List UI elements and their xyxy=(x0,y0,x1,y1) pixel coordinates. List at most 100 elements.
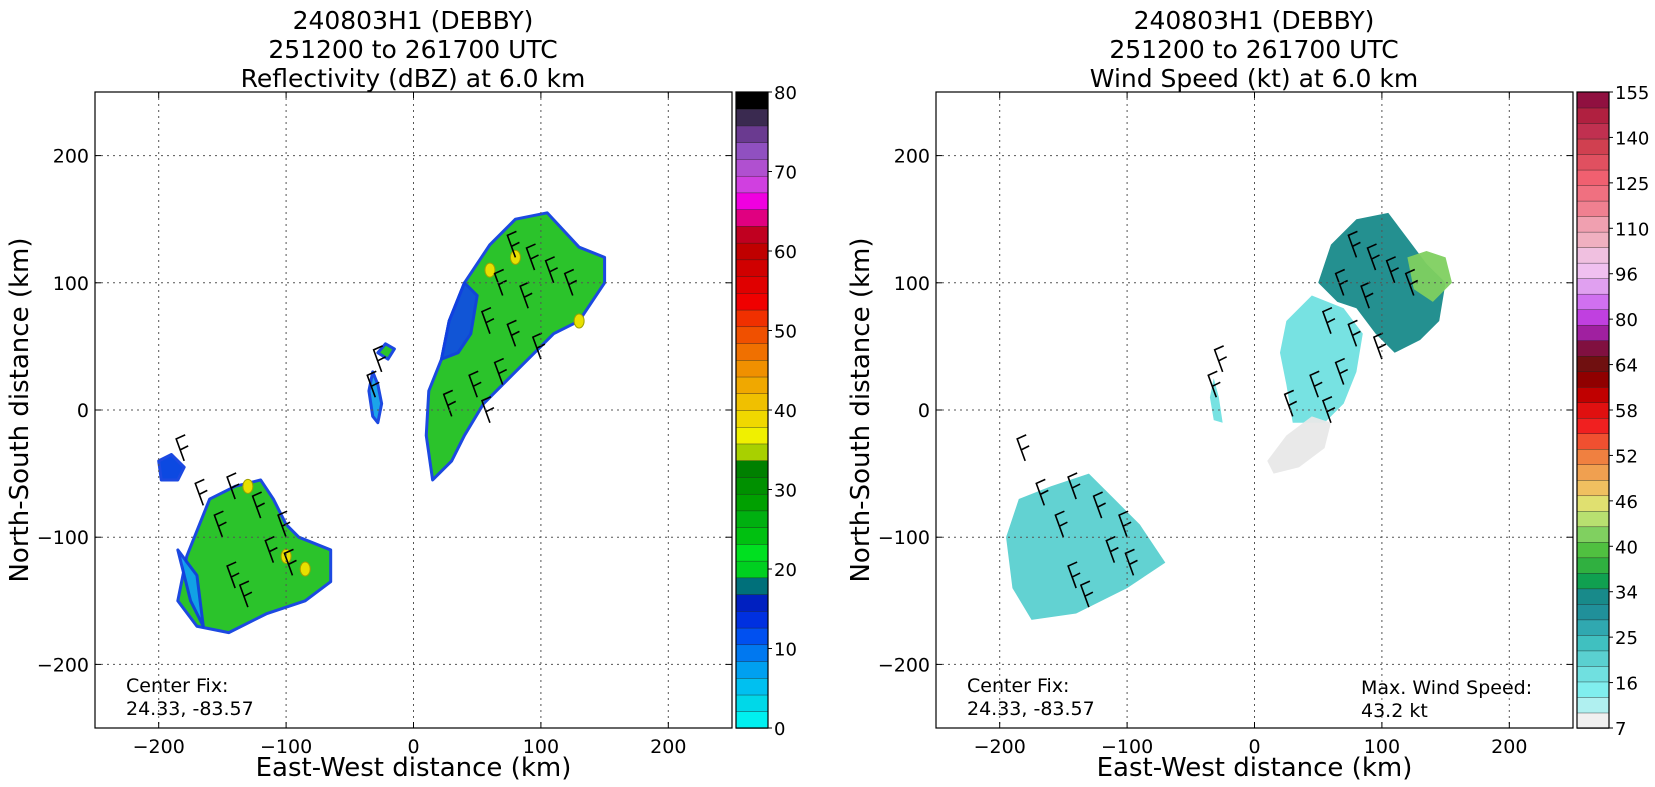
y-tick-label: 0 xyxy=(918,400,930,422)
chart-title-line: Reflectivity (dBZ) at 6.0 km xyxy=(241,64,586,93)
center-fix-label: Center Fix: xyxy=(126,675,228,697)
colorbar-swatch xyxy=(1576,324,1610,341)
wind-barb xyxy=(519,281,533,309)
colorbar-tick-label: 7 xyxy=(1615,719,1626,740)
reflectivity-maximum xyxy=(573,313,585,329)
colorbar-tick-label: 96 xyxy=(1615,265,1638,286)
colorbar-swatch xyxy=(1576,479,1610,497)
chart-title-line: Wind Speed (kt) at 6.0 km xyxy=(1090,64,1418,93)
wind-barb xyxy=(1016,434,1030,462)
colorbar-swatch xyxy=(735,192,769,210)
colorbar-swatch xyxy=(735,326,769,344)
y-tick-label: −200 xyxy=(878,654,930,676)
colorbar-swatch xyxy=(735,158,769,177)
colorbar-swatch xyxy=(1576,448,1610,465)
wind-barb xyxy=(283,548,297,576)
wind-barb xyxy=(506,319,520,347)
x-tick-label: −200 xyxy=(133,736,185,758)
region-center-calm xyxy=(1267,416,1331,474)
center-fix-value: 24.33, -83.57 xyxy=(126,698,254,720)
colorbar-swatch xyxy=(735,694,769,712)
colorbar-tick-label: 30 xyxy=(774,481,797,502)
colorbar-tick-label: 25 xyxy=(1615,628,1638,649)
x-tick-label: 0 xyxy=(1248,736,1260,758)
wind-barb xyxy=(525,243,539,271)
wind-barb xyxy=(1054,510,1068,538)
colorbar-swatch xyxy=(735,460,769,478)
wind-barb xyxy=(442,389,457,417)
wind-barb xyxy=(264,535,278,563)
wind-barb xyxy=(226,472,240,500)
colorbar-swatch xyxy=(1576,572,1610,590)
colorbar-swatch xyxy=(1576,712,1610,729)
colorbar-swatch xyxy=(735,225,769,244)
wind-barb xyxy=(1321,306,1336,334)
wind-barb xyxy=(1360,281,1374,309)
colorbar-tick-label: 58 xyxy=(1615,401,1638,422)
wind-barb xyxy=(480,306,495,334)
wind-barb xyxy=(1035,478,1049,506)
wind-barb xyxy=(1334,357,1349,385)
colorbar-tick-label: 52 xyxy=(1615,446,1638,467)
colorbar-swatch xyxy=(735,543,769,562)
y-tick-label: 100 xyxy=(53,273,89,295)
colorbar-swatch xyxy=(1576,122,1610,140)
max-wind-value: 43.2 kt xyxy=(1361,700,1428,722)
wind-barb xyxy=(1067,561,1081,589)
colorbar-swatch xyxy=(1576,650,1610,667)
colorbar-swatch xyxy=(735,125,769,143)
colorbar-swatch xyxy=(735,610,769,629)
wind-barb xyxy=(480,395,495,423)
colorbar-swatch xyxy=(735,493,769,512)
wind-barb xyxy=(1372,332,1387,360)
colorbar-swatch xyxy=(735,208,769,227)
colorbar-tick-label: 110 xyxy=(1615,219,1649,240)
colorbar-swatch xyxy=(735,577,769,595)
colorbar-swatch xyxy=(735,711,769,729)
y-tick-label: −100 xyxy=(878,527,930,549)
colorbar-swatch xyxy=(1576,603,1610,621)
y-tick-label: −100 xyxy=(37,527,89,549)
wind-barb xyxy=(1092,491,1106,519)
chart-title-line: 251200 to 261700 UTC xyxy=(268,35,557,64)
colorbar-swatch xyxy=(735,108,769,127)
colorbar-swatch xyxy=(1576,433,1610,450)
colorbar-swatch xyxy=(735,526,769,545)
x-tick-label: 0 xyxy=(407,736,419,758)
colorbar-swatch xyxy=(1576,293,1610,310)
colorbar-swatch xyxy=(735,175,769,194)
colorbar-tick-label: 140 xyxy=(1615,128,1649,149)
wind-barb xyxy=(1105,535,1119,563)
y-tick-label: 0 xyxy=(77,400,89,422)
reflectivity-maximum xyxy=(484,262,496,278)
colorbar-swatch xyxy=(1576,355,1610,372)
colorbar-swatch xyxy=(1576,200,1610,217)
colorbar-swatch xyxy=(1576,215,1610,233)
colorbar-swatch xyxy=(1576,619,1610,636)
colorbar-tick-label: 70 xyxy=(774,163,797,184)
wind-barb xyxy=(213,510,227,538)
wind-barb xyxy=(1283,389,1298,417)
colorbar-swatch xyxy=(1576,308,1610,326)
max-wind-label: Max. Wind Speed: xyxy=(1361,677,1532,699)
wind-barb xyxy=(1207,370,1221,398)
colorbar-swatch xyxy=(1576,231,1610,248)
colorbar-swatch xyxy=(1576,262,1610,279)
colorbar-swatch xyxy=(1576,510,1610,528)
colorbar-swatch xyxy=(735,476,769,495)
colorbar-swatch xyxy=(735,560,769,579)
y-tick-label: 200 xyxy=(53,146,89,168)
colorbar-swatch xyxy=(735,660,769,679)
colorbar-swatch xyxy=(1576,402,1610,419)
wind-barb xyxy=(1079,580,1094,608)
colorbar-swatch xyxy=(1576,184,1610,202)
wind-barb xyxy=(372,345,387,373)
wind-barb xyxy=(1309,370,1323,398)
wind-barb xyxy=(1347,230,1361,258)
wind-barb xyxy=(1124,548,1138,576)
wind-barb xyxy=(1334,268,1349,296)
x-axis-label: East-West distance (km) xyxy=(256,753,572,783)
wind-barb xyxy=(1067,472,1081,500)
x-tick-label: −100 xyxy=(260,736,312,758)
region-SW-band xyxy=(1006,473,1166,620)
